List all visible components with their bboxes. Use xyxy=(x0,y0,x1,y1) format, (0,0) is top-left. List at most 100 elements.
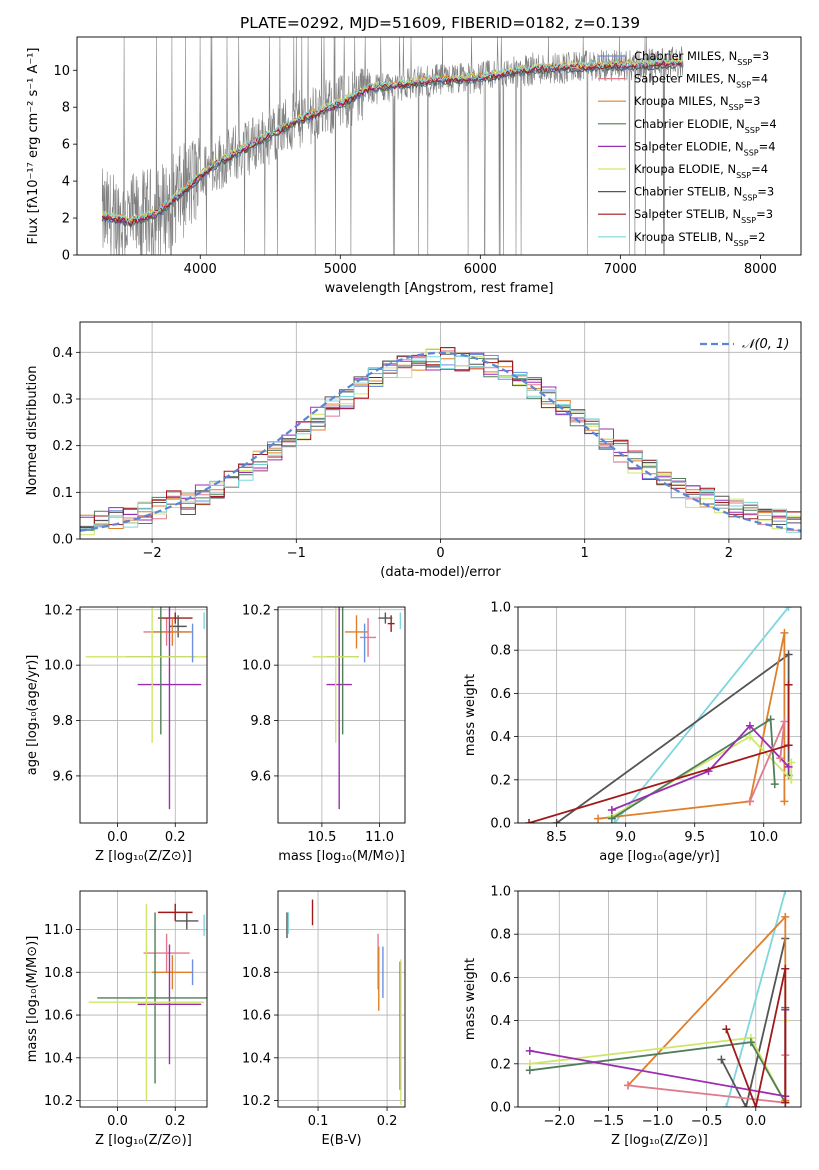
axes-z-age: 0.0 0.2 9.6 9.8 10.0 10.2 Z [log₁₀(Z/Z⊙)] age [… xyxy=(25,603,208,864)
y-tick-label: 8 xyxy=(62,101,70,116)
axes-mass-age: 10.5 11.0 9.6 9.8 10.0 10.2 mass [log₁₀(M/M⊙)] xyxy=(242,603,406,864)
weight-point xyxy=(746,1038,755,1047)
weight-point xyxy=(594,814,603,823)
x-tick-label: −1 xyxy=(287,546,306,561)
y-tick-label: 9.8 xyxy=(250,714,271,729)
grid-lines xyxy=(80,891,207,1107)
y-tick-label: 0.6 xyxy=(490,687,511,702)
legend-label: Kroupa ELODIE, NSSP=4 xyxy=(634,162,768,180)
weight-point xyxy=(780,797,789,806)
y-tick-label: 0.1 xyxy=(52,486,73,501)
x-tick-label: 0.1 xyxy=(308,1114,329,1129)
y-tick-label: 11.0 xyxy=(44,923,73,938)
legend-label: Chabrier STELIB, NSSP=3 xyxy=(634,185,774,203)
y-tick-label: 6 xyxy=(62,138,70,153)
weight-point xyxy=(770,780,779,789)
weight-point xyxy=(784,762,793,771)
weight-point xyxy=(624,1081,633,1090)
y-tick-label: 1.0 xyxy=(490,885,511,900)
weight-point xyxy=(780,628,789,637)
data-point xyxy=(137,607,202,810)
weight-point xyxy=(787,775,796,784)
x-tick-label: 2 xyxy=(725,546,733,561)
axes-z-weight: −2.0 −1.5 −1.0 −0.5 0.0 0.0 0.2 0.4 0.6 0.8 1.0 Z [… xyxy=(463,885,802,1148)
y-tick-label: 9.6 xyxy=(250,769,271,784)
y-tick-label: 0.2 xyxy=(490,1057,511,1072)
plot-area xyxy=(88,903,207,1101)
axes-frame xyxy=(517,890,802,1108)
weight-series-line xyxy=(749,721,786,802)
y-tick-label: 9.6 xyxy=(52,769,73,784)
weight-point xyxy=(607,806,616,815)
x-tick-label: 7000 xyxy=(604,262,637,277)
x-tick-label: −1.5 xyxy=(593,1114,625,1129)
grid-lines xyxy=(278,891,405,1107)
y-tick-label: 0.2 xyxy=(52,439,73,454)
x-axis-label: Z [log₁₀(Z/Z⊙)] xyxy=(95,1133,192,1148)
y-tick-label: 4 xyxy=(62,175,70,190)
axes-z-mass: 0.0 0.2 10.2 10.4 10.6 10.8 11.0 Z [log₁₀(Z/Z⊙)… xyxy=(25,890,208,1148)
y-tick-label: 0 xyxy=(62,249,70,264)
x-tick-label: 0.2 xyxy=(165,1114,186,1129)
weight-point xyxy=(781,1098,790,1107)
weight-point xyxy=(766,715,775,724)
y-axis-label: mass [log₁₀(M/M⊙)] xyxy=(25,936,40,1063)
legend: Chabrier MILES, NSSP=3 Salpeter MILES, NS… xyxy=(598,49,777,247)
data-point xyxy=(152,618,193,646)
legend-label: Salpeter ELODIE, NSSP=4 xyxy=(634,139,776,157)
y-tick-label: 0.4 xyxy=(490,1014,511,1029)
y-axis-label: age [log₁₀(age/yr)] xyxy=(25,655,40,776)
weight-series-line xyxy=(725,968,787,1107)
y-axis-label: mass weight xyxy=(463,674,478,756)
plot-area xyxy=(101,37,684,255)
legend: 𝒩(0, 1) xyxy=(700,337,789,352)
x-axis-label: Z [log₁₀(Z/Z⊙)] xyxy=(95,849,192,864)
weight-series-line xyxy=(556,652,790,823)
axes-frame xyxy=(79,606,208,824)
y-tick-label: 0.4 xyxy=(490,730,511,745)
y-tick-label: 0.0 xyxy=(490,817,511,832)
weight-point xyxy=(781,912,790,921)
weight-point xyxy=(607,814,616,823)
x-tick-label: 6000 xyxy=(464,262,497,277)
y-tick-label: 10.4 xyxy=(242,1051,271,1066)
data-point xyxy=(326,607,352,810)
data-point xyxy=(152,955,193,990)
axes-frame xyxy=(277,606,406,824)
figure-title: PLATE=0292, MJD=51609, FIBERID=0182, z=0… xyxy=(240,14,640,32)
y-tick-label: 0.2 xyxy=(490,773,511,788)
legend-label: Salpeter STELIB, NSSP=3 xyxy=(634,207,773,225)
y-tick-label: 0.0 xyxy=(490,1101,511,1116)
x-tick-label: 0.2 xyxy=(165,830,186,845)
y-tick-label: 0.3 xyxy=(52,393,73,408)
y-tick-label: 0.0 xyxy=(52,533,73,548)
data-point xyxy=(157,612,193,624)
x-tick-label: −0.5 xyxy=(691,1114,723,1129)
weight-point xyxy=(552,819,561,823)
legend-label: Kroupa MILES, NSSP=3 xyxy=(634,94,760,112)
data-point xyxy=(359,618,377,657)
weight-point xyxy=(784,607,793,611)
data-point xyxy=(143,933,190,973)
x-tick-label: 0.2 xyxy=(377,1114,398,1129)
y-axis-label: mass weight xyxy=(463,958,478,1040)
x-tick-label: −2.0 xyxy=(543,1114,575,1129)
weight-point xyxy=(745,732,754,741)
grid-lines xyxy=(80,607,207,823)
weight-series-line xyxy=(611,724,790,811)
y-tick-label: 0.8 xyxy=(490,928,511,943)
axes-spectrum: 4000 5000 6000 7000 8000 0 2 4 6 8 10 wavelength [A… xyxy=(26,36,802,296)
data-point xyxy=(312,607,359,743)
weight-point xyxy=(745,721,754,730)
weight-point xyxy=(525,819,534,823)
x-tick-label: −1.0 xyxy=(642,1114,674,1129)
plot-area xyxy=(312,607,402,810)
x-axis-label: wavelength [Angstrom, rest frame] xyxy=(325,281,554,296)
x-tick-label: 0.0 xyxy=(107,1114,128,1129)
legend-label: Kroupa STELIB, NSSP=2 xyxy=(634,230,765,248)
y-tick-label: 10.0 xyxy=(44,659,73,674)
weight-point xyxy=(751,1103,760,1107)
weight-point xyxy=(784,741,793,750)
y-tick-label: 10.4 xyxy=(44,1051,73,1066)
